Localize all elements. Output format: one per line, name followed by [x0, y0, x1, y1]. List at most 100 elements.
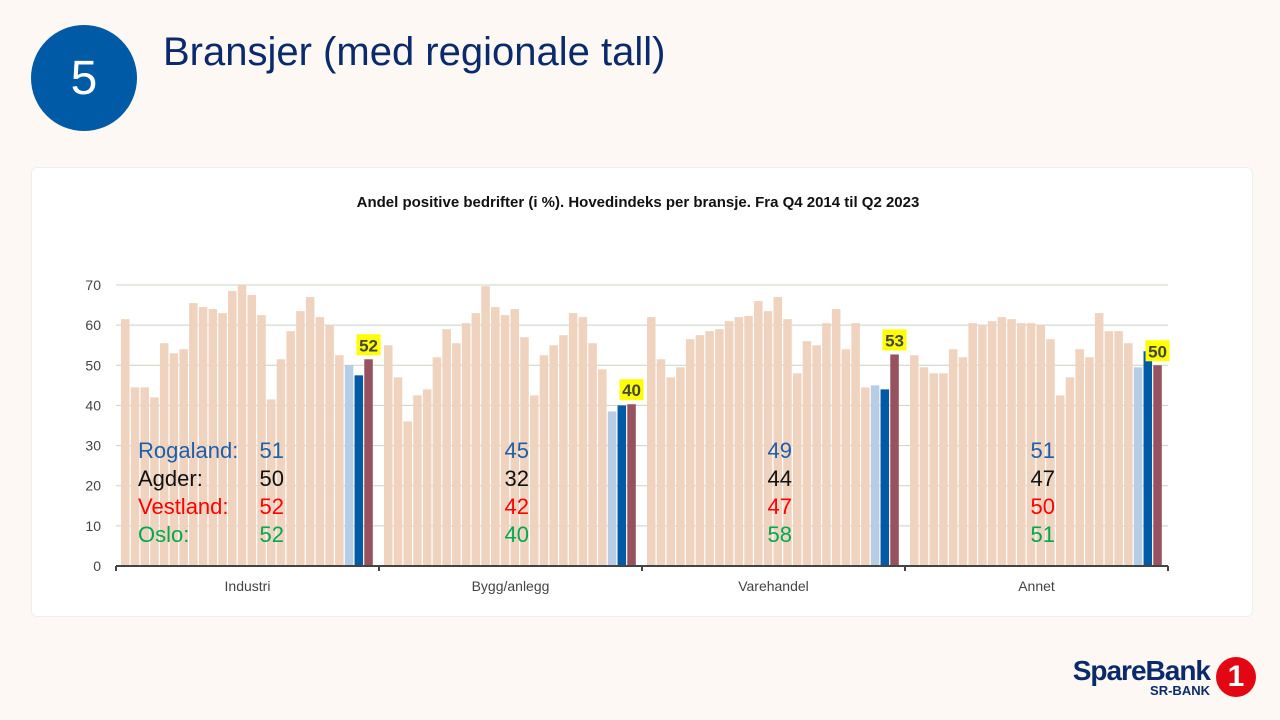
- bar: [1075, 349, 1084, 566]
- bar: [588, 343, 597, 566]
- bar: [325, 325, 334, 566]
- region-value: 32: [505, 466, 529, 491]
- bar: [705, 331, 714, 566]
- bar: [305, 297, 315, 566]
- bar: [237, 285, 247, 566]
- bar: [121, 319, 130, 566]
- bar: [598, 369, 607, 566]
- bar: [422, 389, 432, 566]
- bar: [744, 315, 753, 566]
- bar: [715, 329, 724, 566]
- bar: [617, 405, 627, 566]
- bar: [491, 307, 500, 566]
- region-value: 49: [768, 438, 792, 463]
- region-value: 51: [1031, 438, 1055, 463]
- bar: [1104, 331, 1114, 566]
- region-value: 52: [260, 494, 284, 519]
- bar: [198, 307, 208, 566]
- last-value-highlight: [356, 334, 381, 356]
- bar: [1026, 323, 1036, 566]
- bar: [568, 313, 578, 566]
- region-value: 44: [768, 466, 792, 491]
- region-value: 47: [768, 494, 792, 519]
- bar: [968, 323, 977, 566]
- bar: [724, 321, 734, 566]
- bar: [1153, 365, 1162, 566]
- y-tick-label: 30: [85, 438, 101, 454]
- last-value-label: 52: [359, 336, 378, 355]
- bar: [481, 286, 490, 566]
- region-value: 45: [505, 438, 529, 463]
- bar: [939, 373, 948, 566]
- logo-brand: SpareBank: [1072, 655, 1211, 686]
- bar: [354, 375, 364, 566]
- bar: [987, 321, 997, 566]
- bar: [335, 355, 344, 566]
- region-label: Vestland:: [138, 494, 229, 519]
- bar: [452, 343, 461, 566]
- bar: [296, 311, 305, 566]
- bar: [1085, 357, 1094, 566]
- bar: [647, 317, 656, 566]
- region-label: Oslo:: [138, 522, 189, 547]
- bar: [754, 301, 763, 566]
- bar: [442, 329, 451, 566]
- bar: [978, 325, 987, 566]
- y-tick-label: 0: [93, 558, 101, 574]
- bar: [1007, 319, 1016, 566]
- last-value-label: 53: [885, 331, 904, 350]
- bar: [656, 359, 666, 566]
- bar: [130, 387, 140, 566]
- bar: [529, 395, 539, 566]
- bar: [607, 411, 617, 566]
- bar: [500, 315, 510, 566]
- sparebank-logo: SpareBank SR-BANK 1: [1073, 655, 1256, 698]
- logo-sub: SR-BANK: [1150, 683, 1210, 698]
- bar: [851, 323, 860, 566]
- bar: [676, 367, 685, 566]
- bar: [247, 295, 257, 566]
- bar: [1114, 331, 1123, 566]
- bar: [783, 319, 792, 566]
- bar: [831, 309, 841, 566]
- bar: [890, 354, 899, 566]
- region-value: 50: [260, 466, 284, 491]
- bar: [1036, 325, 1046, 566]
- region-label: Rogaland:: [138, 438, 238, 463]
- y-tick-label: 70: [85, 277, 101, 293]
- bar: [228, 291, 237, 566]
- logo-mark: 1: [1216, 656, 1256, 697]
- bar: [1094, 313, 1104, 566]
- x-category-label: Bygg/anlegg: [472, 578, 550, 594]
- last-value-highlight: [1145, 340, 1170, 362]
- bar: [539, 355, 549, 566]
- bar: [861, 387, 870, 566]
- x-category-label: Varehandel: [738, 578, 809, 594]
- bar: [1124, 343, 1133, 566]
- bar: [159, 343, 169, 566]
- bar: [559, 335, 568, 566]
- bar: [286, 331, 295, 566]
- region-value: 51: [1031, 522, 1055, 547]
- bar: [150, 397, 159, 566]
- bar: [344, 365, 354, 566]
- bar: [403, 421, 412, 566]
- bar: [841, 349, 851, 566]
- bar: [792, 373, 802, 566]
- bar: [364, 359, 373, 566]
- bar: [1017, 323, 1026, 566]
- bar: [763, 311, 773, 566]
- bar: [997, 317, 1007, 566]
- bar: [1055, 395, 1065, 566]
- bar: [257, 315, 266, 566]
- bar: [870, 385, 880, 566]
- section-number-badge: 5: [31, 25, 137, 131]
- y-tick-label: 10: [85, 518, 101, 534]
- bar: [685, 339, 695, 566]
- bar: [140, 387, 149, 566]
- y-tick-label: 50: [85, 357, 101, 373]
- last-value-highlight: [882, 329, 907, 351]
- bar: [208, 309, 218, 566]
- bar: [812, 345, 821, 566]
- bar: [880, 389, 890, 566]
